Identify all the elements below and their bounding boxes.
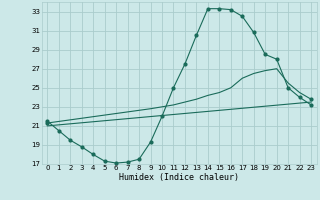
X-axis label: Humidex (Indice chaleur): Humidex (Indice chaleur) — [119, 173, 239, 182]
